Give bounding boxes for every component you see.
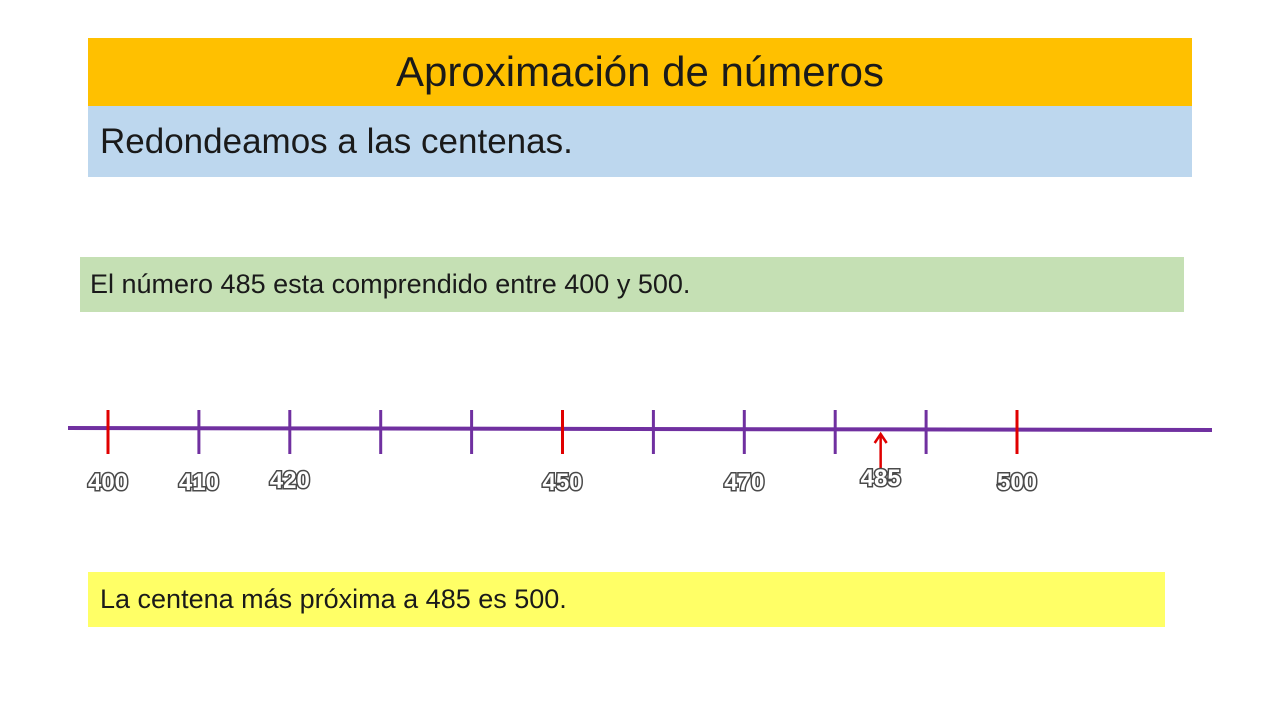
subtitle-banner: Redondeamos a las centenas. [88, 106, 1192, 177]
page-title: Aproximación de números [396, 48, 884, 95]
answer-statement-box: La centena más próxima a 485 es 500. [88, 572, 1165, 627]
answer-statement: La centena más próxima a 485 es 500. [100, 584, 567, 614]
tick-label-470: 470 [724, 469, 764, 496]
number-line-marker: 485 [859, 431, 902, 494]
marker-label: 485 [861, 465, 901, 492]
range-statement: El número 485 esta comprendido entre 400… [90, 269, 691, 299]
tick-label-450: 450 [542, 469, 582, 496]
tick-label-420: 420 [270, 467, 310, 494]
number-line-ticks [106, 410, 1019, 454]
title-banner: Aproximación de números [88, 38, 1192, 106]
tick-label-400: 400 [88, 469, 128, 496]
page-subtitle: Redondeamos a las centenas. [100, 121, 573, 161]
tick-label-500: 500 [997, 469, 1037, 496]
number-line-axis [67, 426, 1213, 432]
marker-arrow-icon [873, 431, 888, 444]
number-line-axis-line [67, 426, 1213, 432]
number-line-labels: 400 410 420 450 470 500 [86, 466, 1038, 498]
range-statement-box: El número 485 esta comprendido entre 400… [80, 257, 1184, 312]
tick-label-410: 410 [179, 469, 219, 496]
